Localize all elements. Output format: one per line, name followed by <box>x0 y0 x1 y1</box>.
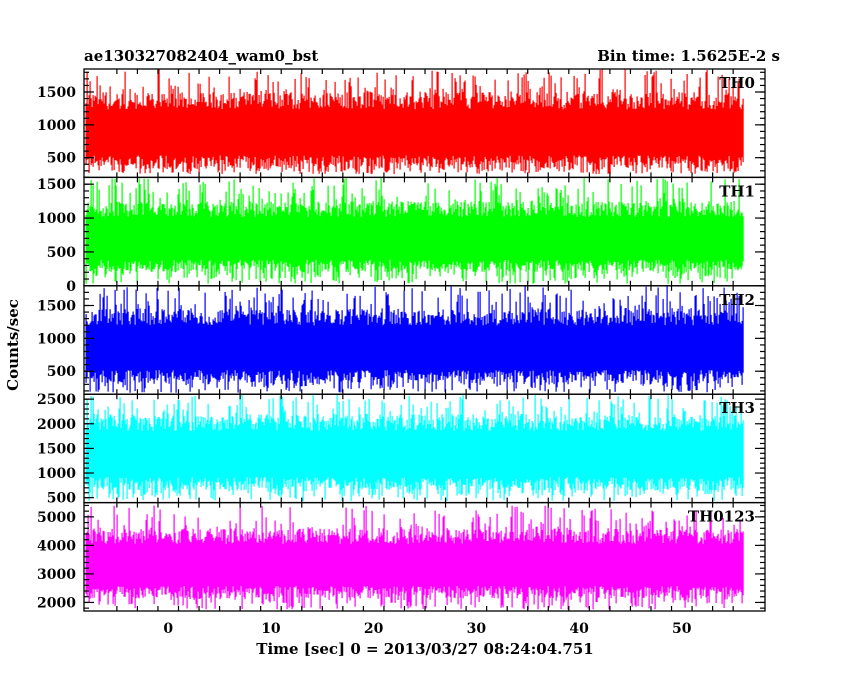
y-tick-label: 2000 <box>37 417 76 433</box>
panel-label: TH0 <box>719 74 755 92</box>
y-tick-label: 500 <box>47 245 76 261</box>
panel-th2: 500 1000 1500 TH2 <box>37 285 766 395</box>
trace-th0123 <box>85 505 744 610</box>
trace-th3 <box>85 394 744 502</box>
y-tick-label: 1500 <box>37 85 76 101</box>
y-tick-label: 1000 <box>37 331 76 347</box>
trace-th0 <box>85 69 744 175</box>
y-tick-label: 2000 <box>37 595 76 611</box>
panel-th0: 500 1000 1500 TH0 <box>37 68 766 179</box>
x-tick-label: 50 <box>672 621 692 637</box>
panel-label: TH2 <box>719 291 755 309</box>
y-tick-label: 1500 <box>37 177 76 193</box>
x-tick-label: 10 <box>261 621 281 637</box>
trace-th2 <box>85 285 744 393</box>
bin-time-label: Bin time: 1.5625E-2 s <box>597 47 780 65</box>
y-tick-label: 5000 <box>37 510 76 526</box>
y-tick-label: 0 <box>66 279 76 295</box>
chart-title: ae130327082404_wam0_bst <box>84 47 318 65</box>
panel-th3: 500 1000 1500 2000 2500 TH3 <box>37 392 766 507</box>
panel-label: TH0123 <box>688 508 755 526</box>
x-axis-label: Time [sec] 0 = 2013/03/27 08:24:04.751 <box>256 640 593 658</box>
y-tick-label: 1000 <box>37 118 76 134</box>
panel-label: TH3 <box>719 399 755 417</box>
panel-th0123: 2000 3000 4000 5000 TH0123 <box>37 501 766 612</box>
x-tick-label: 20 <box>364 621 384 637</box>
y-tick-label: 1500 <box>37 441 76 457</box>
y-tick-label: 4000 <box>37 538 76 554</box>
x-tick-label: 0 <box>163 621 173 637</box>
y-tick-label: 1500 <box>37 299 76 315</box>
y-tick-label: 1000 <box>37 211 76 227</box>
y-tick-label: 500 <box>47 491 76 507</box>
y-tick-label: 500 <box>47 151 76 167</box>
y-tick-label: 3000 <box>37 567 76 583</box>
y-tick-label: 2500 <box>37 392 76 408</box>
trace-th1 <box>85 177 744 284</box>
y-tick-label: 1000 <box>37 466 76 482</box>
panel-th1: 0 500 1000 1500 TH1 <box>37 176 766 295</box>
x-tick-label: 40 <box>569 621 589 637</box>
panel-label: TH1 <box>719 182 755 200</box>
x-tick-label: 30 <box>467 621 487 637</box>
y-tick-label: 500 <box>47 364 76 380</box>
y-axis-label: Counts/sec <box>4 299 22 391</box>
